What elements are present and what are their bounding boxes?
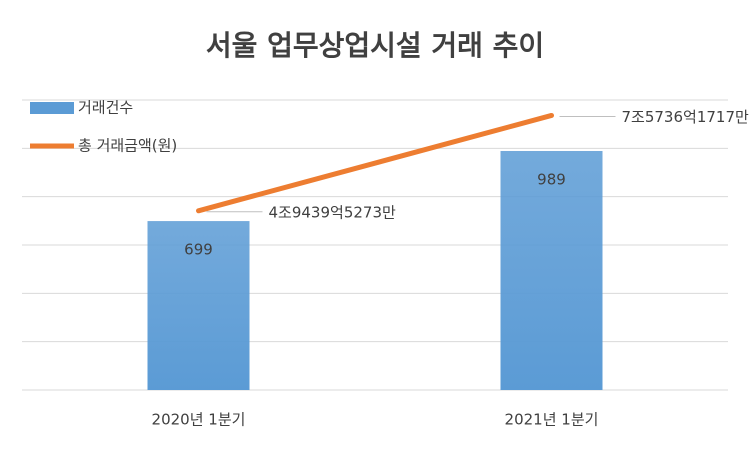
bar-value-label: 989	[537, 170, 566, 188]
chart-title: 서울 업무상업시설 거래 추이	[206, 29, 544, 62]
legend-label: 거래건수	[78, 99, 133, 117]
bar	[147, 221, 250, 390]
legend-swatch	[30, 102, 74, 114]
bar-value-label: 699	[184, 241, 213, 259]
x-tick-label: 2020년 1분기	[152, 411, 246, 429]
line-value-label: 7조5736억1717만	[622, 108, 749, 126]
x-tick-label: 2021년 1분기	[505, 411, 599, 429]
bar	[500, 150, 603, 390]
legend-label: 총 거래금액(원)	[78, 137, 177, 155]
line	[196, 112, 554, 214]
line-value-label: 4조9439억5273만	[269, 203, 396, 221]
